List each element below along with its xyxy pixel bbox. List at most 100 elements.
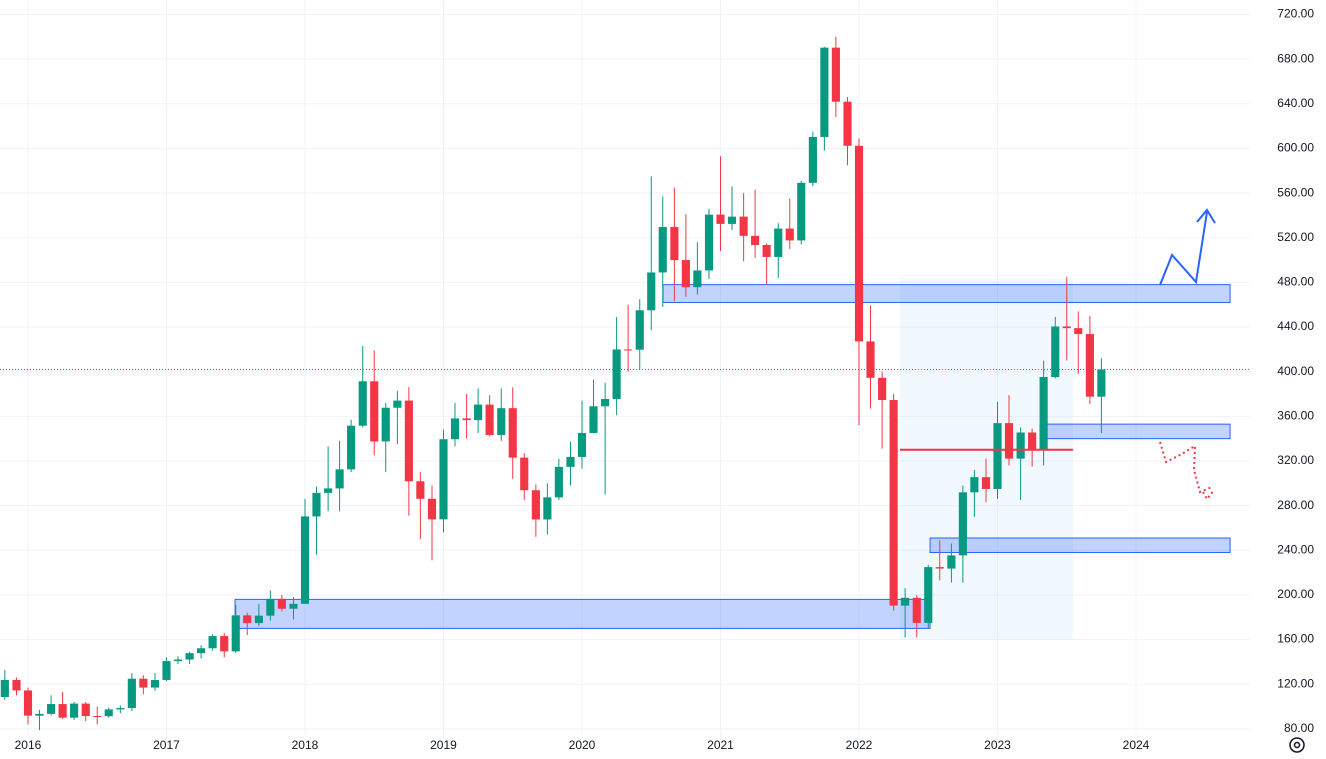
y-tick-label: 680.00 — [1277, 51, 1314, 65]
zone — [662, 284, 1231, 303]
candle-body — [843, 101, 852, 146]
candle-body — [393, 400, 402, 408]
candle-body — [289, 603, 298, 609]
candle-body — [474, 404, 483, 421]
candle-body — [601, 399, 610, 407]
y-tick-label: 160.00 — [1277, 632, 1314, 646]
candle-body — [912, 597, 921, 623]
candle-body — [901, 597, 910, 606]
candle-body — [1051, 326, 1060, 378]
y-tick-label: 640.00 — [1277, 96, 1314, 110]
candle-body — [185, 653, 194, 660]
candle-body — [58, 704, 67, 718]
candle-body — [427, 498, 437, 520]
candle-body — [681, 260, 690, 288]
candle-body — [531, 490, 540, 520]
candle-body — [1097, 369, 1106, 397]
candle-body — [335, 469, 344, 489]
candle-body — [808, 136, 817, 183]
settings-icon[interactable] — [1289, 737, 1305, 753]
arrow-head — [1196, 208, 1216, 224]
candle-body — [416, 481, 425, 499]
x-tick-label: 2019 — [430, 738, 457, 752]
candle-body — [439, 439, 448, 520]
candle-body — [47, 704, 56, 714]
axes: 80.00 120.00 160.00 200.00 240.00 280.00 320.0… — [15, 7, 1315, 752]
y-tick-label: 560.00 — [1277, 185, 1314, 199]
candle-body — [1028, 432, 1037, 450]
projection-down-arrow — [1159, 441, 1213, 494]
y-tick-label: 200.00 — [1277, 587, 1314, 601]
candle-body — [162, 661, 171, 680]
arrow-head — [1202, 489, 1215, 501]
candle-body — [1074, 328, 1083, 335]
candle-body — [450, 418, 460, 440]
candle-body — [0, 679, 9, 698]
candle-body — [277, 598, 286, 609]
candle-body — [658, 227, 667, 273]
x-tick-label: 2020 — [569, 738, 596, 752]
candle-body — [1062, 326, 1071, 329]
candle-body — [370, 381, 379, 442]
candle-body — [577, 432, 587, 457]
candle-body — [1016, 432, 1025, 459]
candle-body — [624, 349, 633, 351]
candle-body — [243, 615, 252, 624]
y-tick-label: 520.00 — [1277, 230, 1314, 244]
candle-body — [958, 492, 967, 556]
candle-body — [1039, 377, 1048, 450]
candle-body — [820, 47, 829, 137]
candle-body — [12, 679, 21, 691]
candle-body — [150, 679, 160, 688]
candle-body — [358, 381, 367, 426]
candle-body — [878, 377, 887, 401]
gear[interactable] — [1289, 737, 1305, 753]
y-tick-label: 320.00 — [1277, 453, 1314, 467]
candle-body — [831, 47, 840, 102]
candle-body — [785, 228, 794, 241]
candle-body — [704, 214, 714, 271]
candle-body — [889, 400, 898, 606]
candle-body — [70, 703, 79, 718]
y-tick-label: 480.00 — [1277, 275, 1314, 289]
candle-body — [866, 341, 875, 378]
candle-body — [347, 425, 356, 470]
x-tick-label: 2016 — [15, 738, 42, 752]
y-tick-label: 440.00 — [1277, 319, 1314, 333]
candle-body — [924, 567, 933, 623]
gear-center[interactable] — [1293, 741, 1301, 749]
candle-body — [404, 400, 413, 482]
y-tick-label: 360.00 — [1277, 408, 1314, 422]
candle-body — [197, 648, 206, 654]
zone — [929, 537, 1231, 553]
candle-body — [774, 228, 783, 257]
zone — [1039, 423, 1231, 440]
x-tick-label: 2017 — [153, 738, 180, 752]
candle-body — [739, 216, 748, 236]
candle-body — [635, 310, 644, 350]
candle-body — [508, 408, 517, 458]
y-tick-label: 80.00 — [1284, 721, 1314, 735]
candle-body — [762, 244, 771, 257]
x-tick-label: 2023 — [984, 738, 1011, 752]
projection-up-arrow — [1159, 211, 1208, 286]
y-tick-label: 400.00 — [1277, 364, 1314, 378]
candle-body — [520, 457, 529, 491]
candle-body — [543, 497, 552, 520]
y-tick-label: 280.00 — [1277, 498, 1314, 512]
candle-body — [993, 423, 1002, 489]
candle-body — [35, 713, 44, 716]
y-tick-label: 600.00 — [1277, 141, 1314, 155]
zone — [234, 598, 931, 629]
candle-body — [935, 567, 944, 569]
candle-body — [1004, 423, 1014, 459]
candle-body — [693, 270, 702, 288]
candle-body — [797, 182, 806, 241]
candle-body — [751, 235, 760, 245]
candle-body — [93, 716, 102, 718]
y-tick-label: 720.00 — [1277, 7, 1314, 21]
candle-body — [254, 615, 263, 624]
candle-body — [716, 214, 725, 224]
candle-body — [589, 406, 598, 433]
